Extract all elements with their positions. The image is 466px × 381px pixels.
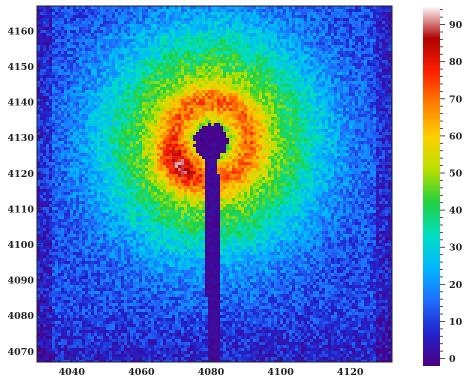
- colorbar-tick-label: 50: [449, 169, 463, 180]
- x-tick-label: 4080: [198, 367, 225, 378]
- colorbar-tick-label: 0: [449, 354, 456, 365]
- y-tick-label: 4070: [8, 347, 35, 358]
- y-tick-label: 4120: [8, 169, 35, 180]
- y-tick-label: 4160: [8, 26, 35, 37]
- plot-area: 4040 4060 4080 4100 4120 4070 4080 4090 4100 411…: [8, 5, 393, 378]
- heatmap-container: [37, 6, 392, 362]
- colorbar-tick-label: 30: [449, 243, 463, 254]
- colorbar-bar: [423, 6, 440, 366]
- x-axis: 4040 4060 4080 4100 4120: [59, 358, 364, 378]
- colorbar-tick-label: 70: [449, 94, 463, 105]
- colorbar-tick-label: 40: [449, 206, 463, 217]
- x-tick-label: 4120: [337, 367, 364, 378]
- y-tick-label: 4140: [8, 98, 35, 109]
- colorbar-tick-label: 90: [449, 20, 463, 31]
- colorbar-tick-label: 20: [449, 280, 463, 291]
- colorbar-axis: 0 10 20 30 40 50 60 70 80 90: [440, 9, 463, 365]
- y-tick-label: 4150: [8, 62, 35, 73]
- x-tick-label: 4060: [128, 367, 155, 378]
- y-tick-label: 4110: [8, 204, 35, 215]
- x-tick-label: 4040: [59, 367, 86, 378]
- y-tick-label: 4130: [8, 133, 35, 144]
- colorbar-tick-label: 80: [449, 57, 463, 68]
- y-axis: 4070 4080 4090 4100 4110 4120 4130 4140 4150 4160: [8, 26, 41, 358]
- colorbar-tick-label: 60: [449, 131, 463, 142]
- x-tick-label: 4100: [267, 367, 294, 378]
- heatmap-image: [37, 6, 392, 362]
- y-tick-label: 4080: [8, 311, 35, 322]
- y-tick-label: 4100: [8, 240, 35, 251]
- y-tick-label: 4090: [8, 276, 35, 287]
- colorbar-tick-label: 10: [449, 317, 463, 328]
- plot-frame: [36, 5, 393, 363]
- colorbar: 0 10 20 30 40 50 60 70 80 90: [423, 6, 463, 366]
